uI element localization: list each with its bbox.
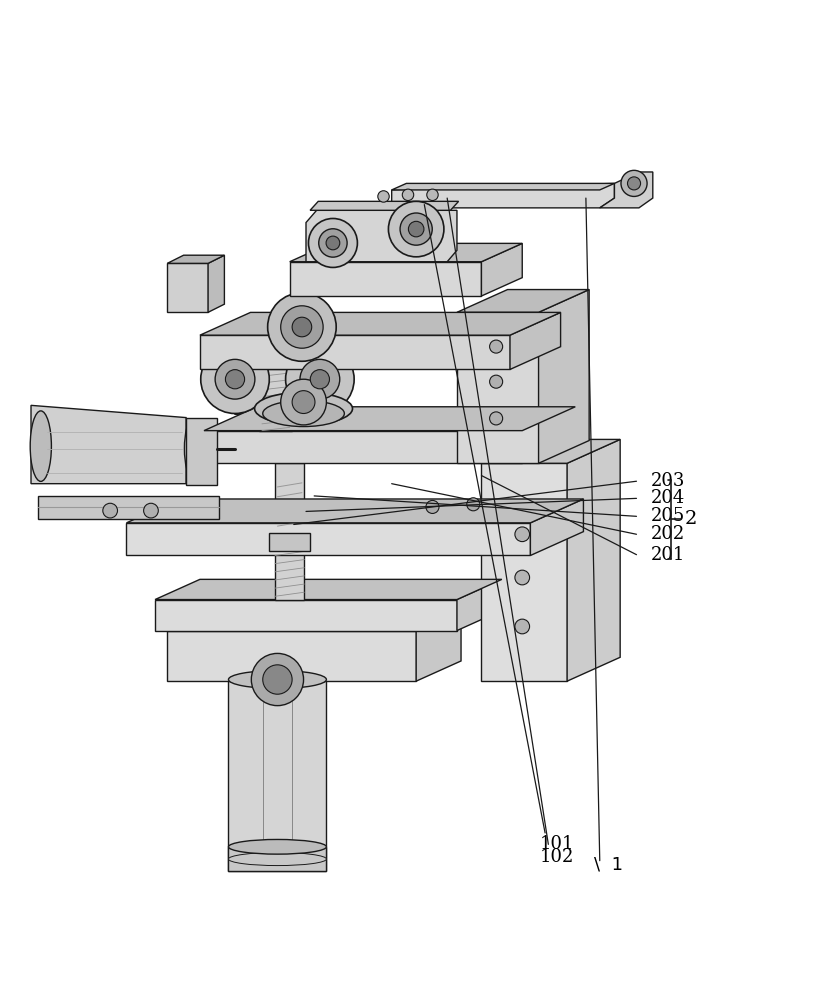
Polygon shape xyxy=(31,405,186,484)
Polygon shape xyxy=(310,201,459,210)
Text: 2: 2 xyxy=(685,510,697,528)
Polygon shape xyxy=(567,439,620,681)
Text: 203: 203 xyxy=(650,472,685,490)
Polygon shape xyxy=(167,631,416,681)
Text: 102: 102 xyxy=(539,848,574,866)
Ellipse shape xyxy=(255,392,353,425)
Polygon shape xyxy=(290,262,481,296)
Ellipse shape xyxy=(228,853,326,866)
Circle shape xyxy=(467,498,480,511)
Polygon shape xyxy=(126,523,530,555)
Circle shape xyxy=(427,189,438,201)
Polygon shape xyxy=(228,847,326,871)
Polygon shape xyxy=(275,463,304,600)
Circle shape xyxy=(490,375,503,388)
Polygon shape xyxy=(200,312,561,335)
Circle shape xyxy=(308,218,357,267)
Polygon shape xyxy=(539,290,589,463)
Polygon shape xyxy=(167,255,224,263)
Circle shape xyxy=(268,293,336,361)
Ellipse shape xyxy=(263,400,344,427)
Ellipse shape xyxy=(228,839,326,854)
Polygon shape xyxy=(600,172,653,208)
Circle shape xyxy=(490,340,503,353)
Polygon shape xyxy=(204,407,575,431)
Polygon shape xyxy=(269,533,310,551)
Polygon shape xyxy=(167,610,461,631)
Polygon shape xyxy=(306,210,457,262)
Circle shape xyxy=(310,370,330,389)
Text: 201: 201 xyxy=(650,546,685,564)
Circle shape xyxy=(286,345,354,414)
Circle shape xyxy=(281,379,326,425)
Ellipse shape xyxy=(184,419,201,478)
Circle shape xyxy=(426,500,439,513)
Circle shape xyxy=(490,412,503,425)
Polygon shape xyxy=(510,312,561,369)
Circle shape xyxy=(326,236,339,250)
Text: \  1: \ 1 xyxy=(594,856,623,874)
Ellipse shape xyxy=(30,411,51,481)
Polygon shape xyxy=(200,335,510,369)
Polygon shape xyxy=(38,496,219,519)
Polygon shape xyxy=(481,439,620,463)
Circle shape xyxy=(408,221,424,237)
Circle shape xyxy=(215,359,255,399)
Polygon shape xyxy=(259,369,292,431)
Polygon shape xyxy=(208,255,224,312)
Polygon shape xyxy=(416,610,461,681)
Circle shape xyxy=(621,170,647,196)
Polygon shape xyxy=(481,243,522,296)
Polygon shape xyxy=(481,463,567,681)
Polygon shape xyxy=(457,290,589,312)
Polygon shape xyxy=(522,407,575,463)
Text: 204: 204 xyxy=(650,489,685,507)
Circle shape xyxy=(103,503,118,518)
Polygon shape xyxy=(167,263,208,312)
Circle shape xyxy=(400,213,432,245)
Circle shape xyxy=(515,570,530,585)
Circle shape xyxy=(628,177,641,190)
Circle shape xyxy=(263,665,292,694)
Polygon shape xyxy=(457,312,539,463)
Circle shape xyxy=(402,189,414,201)
Polygon shape xyxy=(290,243,522,262)
Circle shape xyxy=(515,619,530,634)
Polygon shape xyxy=(204,431,522,463)
Circle shape xyxy=(515,527,530,542)
Polygon shape xyxy=(392,183,614,190)
Polygon shape xyxy=(457,579,502,631)
Polygon shape xyxy=(155,579,502,600)
Polygon shape xyxy=(392,183,614,208)
Circle shape xyxy=(319,229,347,257)
Circle shape xyxy=(378,191,389,202)
Text: 202: 202 xyxy=(650,525,685,543)
Circle shape xyxy=(300,359,339,399)
Circle shape xyxy=(281,306,323,348)
Circle shape xyxy=(388,201,444,257)
Polygon shape xyxy=(126,499,583,523)
Ellipse shape xyxy=(228,671,326,688)
Circle shape xyxy=(292,317,312,337)
Circle shape xyxy=(201,345,269,414)
Polygon shape xyxy=(228,680,326,871)
Polygon shape xyxy=(530,499,583,555)
Polygon shape xyxy=(155,600,457,631)
Circle shape xyxy=(144,503,158,518)
Circle shape xyxy=(292,391,315,414)
Circle shape xyxy=(225,370,245,389)
Polygon shape xyxy=(186,418,217,485)
Text: 101: 101 xyxy=(540,835,574,853)
Circle shape xyxy=(251,653,304,706)
Text: 205: 205 xyxy=(650,507,685,525)
